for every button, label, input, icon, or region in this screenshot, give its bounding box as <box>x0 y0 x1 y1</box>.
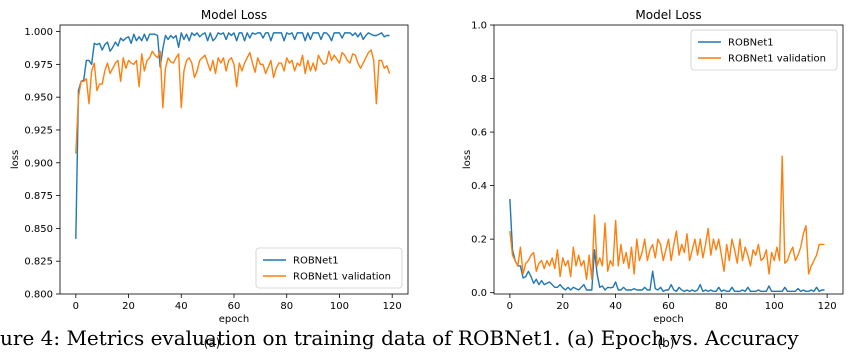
chart-b: Model Loss 0 20 40 60 80 100 120 0.0 0.2 0.4 0.6 0.8… <box>462 8 844 350</box>
y-tick-label: 0.4 <box>471 181 487 192</box>
legend-entry: ROBNet1 validation <box>728 54 826 65</box>
x-tick-label: 60 <box>662 301 675 312</box>
x-tick-label: 120 <box>383 301 402 312</box>
series-line-train <box>509 198 825 293</box>
y-tick-label: 0.6 <box>471 128 487 139</box>
y-tick-label: 0.975 <box>24 60 53 71</box>
x-axis-label: epoch <box>653 314 683 325</box>
x-tick-label: 80 <box>715 301 728 312</box>
x-tick-label: 60 <box>228 301 241 312</box>
series-line-validation <box>75 49 391 154</box>
y-tick-label: 1.000 <box>24 27 53 38</box>
legend: ROBNet1 ROBNet1 validation <box>255 247 403 289</box>
y-tick-label: 0.8 <box>471 74 487 85</box>
legend-box <box>690 29 838 71</box>
y-tick-label: 0.925 <box>24 125 53 136</box>
legend-entry: ROBNet1 <box>293 256 339 267</box>
x-tick-label: 80 <box>280 301 293 312</box>
x-tick-label: 40 <box>609 301 622 312</box>
caption-text: ure 4: Metrics evaluation on training da… <box>0 326 799 350</box>
y-tick-label: 0.825 <box>24 257 53 268</box>
chart-title: Model Loss <box>201 8 267 22</box>
y-tick-label: 0.875 <box>24 191 53 202</box>
subfigure-label: (b) <box>658 336 675 350</box>
chart-title: Model Loss <box>635 8 701 22</box>
y-tick-label: 1.0 <box>471 21 487 32</box>
figure-caption: ure 4: Metrics evaluation on training da… <box>0 325 855 352</box>
y-tick-label: 0.950 <box>24 93 53 104</box>
x-tick-label: 0 <box>73 301 79 312</box>
y-axis-label: loss <box>462 150 473 169</box>
x-tick-label: 0 <box>507 301 513 312</box>
series-line-train <box>75 32 390 239</box>
chart-a: Model Loss 0 20 40 60 80 100 120 0.800 0.825 0.850… <box>10 8 409 350</box>
y-tick-label: 0.2 <box>471 235 487 246</box>
x-tick-label: 100 <box>330 301 349 312</box>
legend: ROBNet1 ROBNet1 validation <box>690 29 838 71</box>
x-tick-label: 100 <box>765 301 784 312</box>
x-tick-label: 20 <box>122 301 135 312</box>
series-line-validation <box>509 155 825 280</box>
legend-entry: ROBNet1 <box>728 38 774 49</box>
legend-entry: ROBNet1 validation <box>293 272 391 283</box>
legend-box <box>255 247 403 289</box>
x-tick-label: 20 <box>556 301 569 312</box>
y-tick-label: 0.800 <box>24 290 53 301</box>
x-axis-label: epoch <box>219 314 249 325</box>
y-tick-label: 0.0 <box>471 288 487 299</box>
subfigure-label: (a) <box>204 336 221 350</box>
y-tick-label: 0.850 <box>24 224 53 235</box>
y-axis-label: loss <box>10 150 21 169</box>
x-tick-label: 120 <box>818 301 837 312</box>
x-tick-label: 40 <box>175 301 188 312</box>
y-tick-label: 0.900 <box>24 158 53 169</box>
